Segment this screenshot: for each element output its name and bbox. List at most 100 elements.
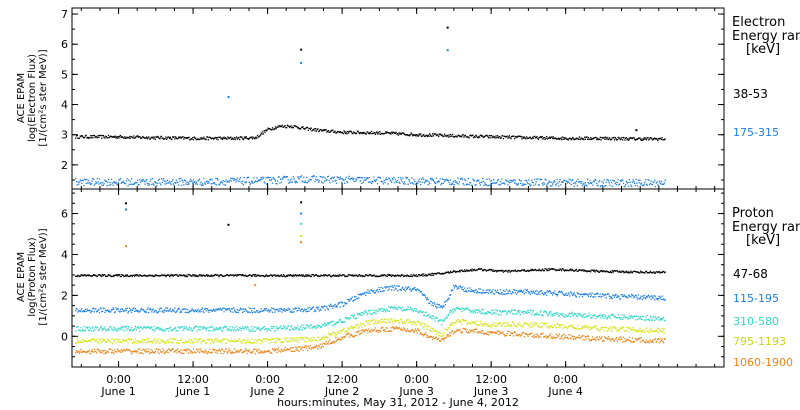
data-point xyxy=(153,275,155,277)
data-point xyxy=(401,310,403,312)
data-point xyxy=(582,315,584,317)
data-point xyxy=(452,133,454,136)
data-point xyxy=(641,271,643,273)
data-point xyxy=(276,308,278,311)
data-point xyxy=(574,294,576,296)
data-point xyxy=(432,135,435,137)
data-point xyxy=(268,275,270,277)
data-point xyxy=(253,326,256,328)
data-point xyxy=(566,327,568,329)
data-point xyxy=(487,310,489,312)
data-point xyxy=(628,138,630,140)
data-point xyxy=(552,294,554,296)
data-point xyxy=(227,309,229,311)
data-point xyxy=(549,181,551,183)
data-point xyxy=(416,275,418,278)
data-point xyxy=(237,311,239,314)
data-point xyxy=(242,328,245,330)
data-point xyxy=(515,325,517,327)
data-point xyxy=(162,339,164,341)
data-point xyxy=(292,328,294,330)
data-point xyxy=(564,185,566,187)
data-point xyxy=(625,137,627,140)
data-point xyxy=(227,308,230,310)
data-point xyxy=(77,181,79,183)
data-point xyxy=(164,341,166,343)
data-point xyxy=(253,330,255,332)
data-point xyxy=(198,275,200,277)
data-point xyxy=(89,340,91,342)
data-point xyxy=(459,321,461,323)
data-point xyxy=(576,138,578,140)
data-point xyxy=(373,290,375,292)
data-point xyxy=(573,185,575,187)
data-point xyxy=(122,137,125,139)
data-point xyxy=(136,342,138,344)
data-point xyxy=(522,313,525,315)
data-point xyxy=(552,137,554,140)
data-point xyxy=(253,275,256,277)
data-point xyxy=(531,138,533,140)
data-point xyxy=(206,327,208,330)
data-point xyxy=(400,289,402,291)
data-point xyxy=(399,275,401,277)
data-point xyxy=(154,274,157,276)
data-point xyxy=(227,327,229,330)
data-point xyxy=(555,293,557,295)
data-point xyxy=(277,125,280,127)
data-point xyxy=(210,309,212,312)
data-point xyxy=(352,326,354,328)
data-point xyxy=(173,184,175,187)
data-point xyxy=(482,325,484,327)
data-point xyxy=(346,318,348,320)
data-point xyxy=(296,181,298,184)
data-point xyxy=(487,184,489,187)
data-point xyxy=(423,133,425,136)
data-point xyxy=(218,183,220,185)
data-point xyxy=(245,328,247,330)
data-point xyxy=(87,340,90,342)
data-point xyxy=(429,134,432,136)
data-point xyxy=(423,314,425,317)
data-point xyxy=(277,275,279,277)
data-point xyxy=(309,178,312,181)
data-point xyxy=(559,179,561,181)
data-point xyxy=(592,138,594,140)
data-point xyxy=(192,310,195,312)
data-point xyxy=(294,125,296,127)
data-point xyxy=(256,275,259,277)
data-point xyxy=(625,180,628,183)
data-point xyxy=(275,275,277,277)
data-point xyxy=(339,306,341,308)
data-point xyxy=(407,183,409,185)
data-point xyxy=(353,131,355,133)
data-point xyxy=(259,329,262,332)
data-point xyxy=(544,178,546,180)
data-point xyxy=(611,137,613,139)
data-point xyxy=(564,294,566,296)
data-point xyxy=(525,270,527,272)
data-point xyxy=(123,182,125,184)
data-point xyxy=(334,275,336,277)
proton-data-points xyxy=(75,201,666,355)
data-point xyxy=(255,180,257,183)
data-point xyxy=(587,270,589,272)
data-point xyxy=(255,326,257,328)
data-point xyxy=(82,310,84,312)
data-point xyxy=(242,138,244,140)
data-point xyxy=(591,317,593,319)
data-point xyxy=(640,318,642,320)
data-point xyxy=(370,274,372,276)
data-point xyxy=(81,274,83,276)
data-point xyxy=(517,324,519,326)
data-point xyxy=(613,136,615,139)
data-point xyxy=(350,274,352,276)
data-point xyxy=(611,270,613,272)
data-point xyxy=(145,179,148,181)
data-point xyxy=(394,307,397,309)
data-point xyxy=(121,274,123,276)
y-tick-label: 4 xyxy=(61,99,68,112)
data-point xyxy=(206,180,208,182)
data-point xyxy=(324,325,326,327)
data-point xyxy=(142,309,144,311)
